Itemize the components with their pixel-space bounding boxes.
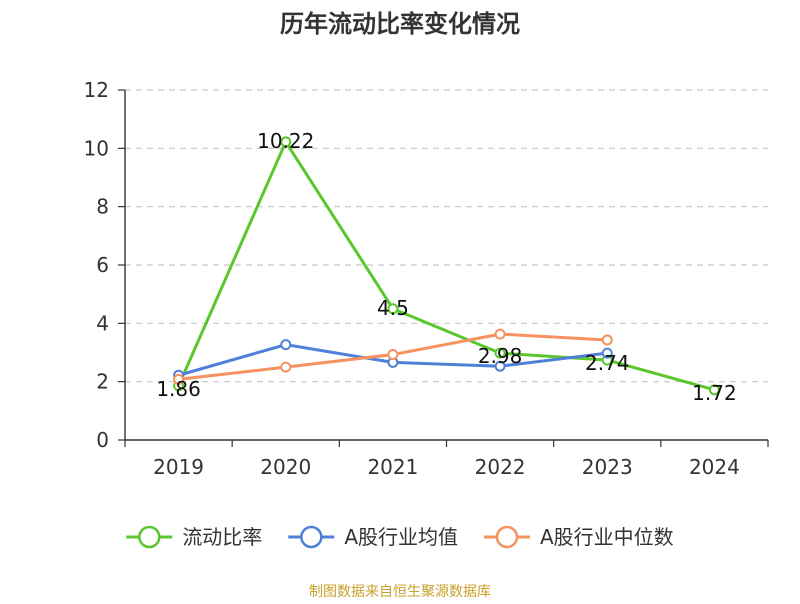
- x-tick-label-2023: 2023: [582, 455, 633, 479]
- data-label-2024: 1.72: [692, 381, 737, 405]
- series-1-point-2022: [494, 360, 506, 372]
- legend-label-2: A股行业中位数: [540, 525, 674, 549]
- data-label-2022: 2.98: [478, 344, 523, 368]
- legend-item-0[interactable]: 流动比率: [126, 525, 262, 549]
- series-1-point-2023: [601, 347, 613, 359]
- x-tick-label-2024: 2024: [689, 455, 740, 479]
- legend-marker-2: [495, 525, 519, 549]
- y-tick-label-0: 0: [96, 428, 109, 452]
- y-tick-label-8: 8: [96, 195, 109, 219]
- axes: 0 2 4 6 8 10 12 2019 2020 2021 2022 2023 2024: [84, 78, 769, 479]
- x-tick-label-2021: 2021: [367, 455, 418, 479]
- legend-item-1[interactable]: A股行业均值: [288, 525, 458, 549]
- legend-item-2[interactable]: A股行业中位数: [484, 525, 674, 549]
- series-2-point-2020: [280, 361, 292, 373]
- x-tick-label-2022: 2022: [475, 455, 526, 479]
- legend-label-1: A股行业均值: [344, 525, 458, 549]
- legend-marker-1: [300, 525, 323, 549]
- data-source-note: 制图数据来自恒生聚源数据库: [309, 584, 491, 600]
- y-tick-label-6: 6: [96, 253, 109, 277]
- y-tick-label-10: 10: [84, 136, 109, 160]
- series-1-point-2020: [280, 339, 292, 351]
- data-labels: 1.86 10.22 4.5 2.98 2.74 1.72: [156, 129, 736, 405]
- data-label-2023: 2.74: [585, 351, 630, 375]
- series-line-0: [177, 140, 715, 392]
- y-tick-label-2: 2: [96, 370, 109, 394]
- series-lines: [173, 136, 720, 396]
- x-tick-label-2020: 2020: [260, 455, 311, 479]
- y-tick-label-12: 12: [84, 78, 109, 102]
- series-2-point-2021: [387, 349, 399, 361]
- data-label-2019: 1.86: [156, 377, 201, 401]
- x-tick-label-2019: 2019: [153, 455, 204, 479]
- grid-lines: [125, 89, 768, 383]
- legend-marker-0: [138, 525, 161, 549]
- y-tick-label-4: 4: [96, 311, 109, 335]
- chart-title: 历年流动比率变化情况: [280, 10, 520, 38]
- series-2-point-2019: [173, 373, 185, 385]
- series-0-point-2024: [708, 384, 720, 396]
- legend: 流动比率 A股行业均值 A股行业中位数: [126, 525, 674, 549]
- series-0-point-2021: [387, 303, 399, 315]
- data-label-2021: 4.5: [377, 296, 409, 320]
- series-0-point-2022: [494, 347, 506, 359]
- data-label-2020: 10.22: [257, 129, 314, 153]
- series-2-point-2023: [601, 334, 613, 346]
- legend-label-0: 流动比率: [182, 525, 262, 549]
- series-2-point-2022: [494, 328, 506, 340]
- series-0-point-2020: [280, 136, 292, 148]
